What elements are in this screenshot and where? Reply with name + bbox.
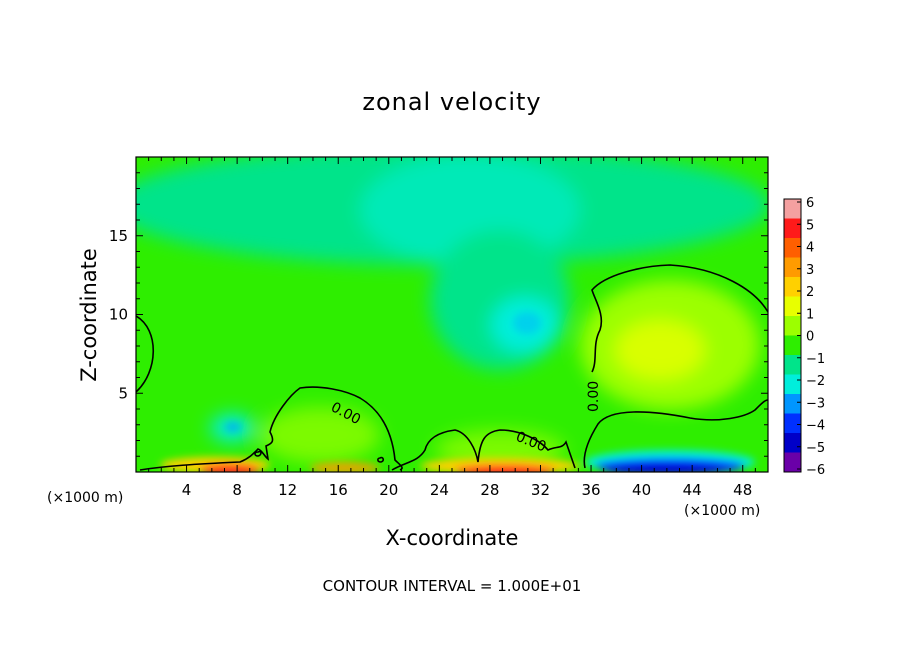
colorbar-label: 3 [806, 263, 814, 278]
colorbar-swatch [784, 394, 801, 414]
colorbar-swatch [784, 413, 801, 434]
colorbar-swatch [784, 316, 801, 336]
colorbar: 6 5 4 3 2 1 0 −1 −2 −3 −4 −5 −6 [783, 196, 825, 478]
field-region-right-yellow [615, 320, 705, 380]
contour-dot-loop [377, 456, 385, 463]
colorbar-label: 0 [806, 330, 814, 345]
field-region-mid-greenblue [430, 230, 570, 370]
field-region-cyan-core [513, 312, 541, 334]
x-tick-label: 28 [480, 481, 499, 499]
colorbar-swatch [784, 374, 801, 395]
x-tick-label: 16 [329, 481, 348, 499]
colorbar-label: 5 [806, 218, 814, 233]
x-axis-unit-label-right: (×1000 m) [684, 503, 761, 519]
x-tick-label: 32 [531, 481, 550, 499]
x-tick-label: 20 [379, 481, 398, 499]
colorbar-swatch [784, 296, 801, 317]
colorbar-label: 4 [806, 241, 814, 256]
colorbar-label: 6 [806, 196, 814, 211]
x-axis-ticks: 4 8 12 16 20 24 28 32 36 40 44 48 [148, 157, 756, 499]
y-tick-label: 10 [109, 306, 128, 324]
colorbar-swatch [784, 433, 801, 453]
colorbar-label: −4 [806, 419, 825, 434]
contour-interval-note: CONTOUR INTERVAL = 1.000E+01 [322, 577, 582, 595]
y-tick-label: 15 [109, 227, 128, 245]
contour-right-lobe [583, 399, 768, 469]
colorbar-swatch [784, 257, 801, 278]
colorbar-swatch [784, 238, 801, 258]
chart-title: zonal velocity [362, 88, 542, 116]
contour-right-upper [591, 264, 768, 373]
colorbar-label: −5 [806, 441, 825, 456]
field-region-center-low-green [260, 407, 380, 463]
x-axis-label: X-coordinate [385, 526, 519, 550]
x-tick-label: 44 [683, 481, 702, 499]
colorbar-swatch [784, 277, 801, 297]
contour-small-loop [254, 450, 262, 457]
colorbar-label: 2 [806, 285, 814, 300]
x-tick-label: 24 [430, 481, 449, 499]
heatmap-field: 0.00 0.00 0.00 [136, 157, 768, 472]
colorbar-swatch [784, 355, 801, 375]
colorbar-label: −6 [806, 463, 825, 478]
zero-contours [136, 264, 768, 471]
x-tick-label: 48 [733, 481, 752, 499]
colorbar-label: −1 [806, 352, 825, 367]
colorbar-label: 1 [806, 307, 814, 322]
contour-left-lobe [139, 386, 403, 471]
y-axis-ticks: 5 10 15 [109, 172, 768, 457]
contour-center-lobe [391, 429, 576, 471]
x-tick-label: 36 [581, 481, 600, 499]
colorbar-swatch [784, 199, 801, 219]
field-region-left-blue-core [225, 422, 241, 432]
colorbar-label: −3 [806, 396, 825, 411]
x-axis-unit-label-left: (×1000 m) [47, 490, 124, 506]
y-axis-label: Z-coordinate [77, 248, 101, 382]
x-tick-label: 40 [632, 481, 651, 499]
colorbar-label: −2 [806, 374, 825, 389]
colorbar-swatch [784, 335, 801, 356]
surface-jet-center-red [455, 465, 555, 472]
surface-jet-right-navy [605, 465, 725, 472]
contour-label-right: 0.00 [586, 381, 602, 412]
surface-jet-left-red [200, 464, 260, 472]
x-tick-label: 8 [232, 481, 242, 499]
colorbar-swatch [784, 218, 801, 239]
contour-left-edge [136, 315, 155, 393]
y-tick-label: 5 [118, 384, 128, 402]
colorbar-swatch [784, 452, 801, 473]
x-tick-label: 4 [182, 481, 192, 499]
x-tick-label: 12 [278, 481, 297, 499]
surface-jet-mid-orange [310, 462, 380, 472]
